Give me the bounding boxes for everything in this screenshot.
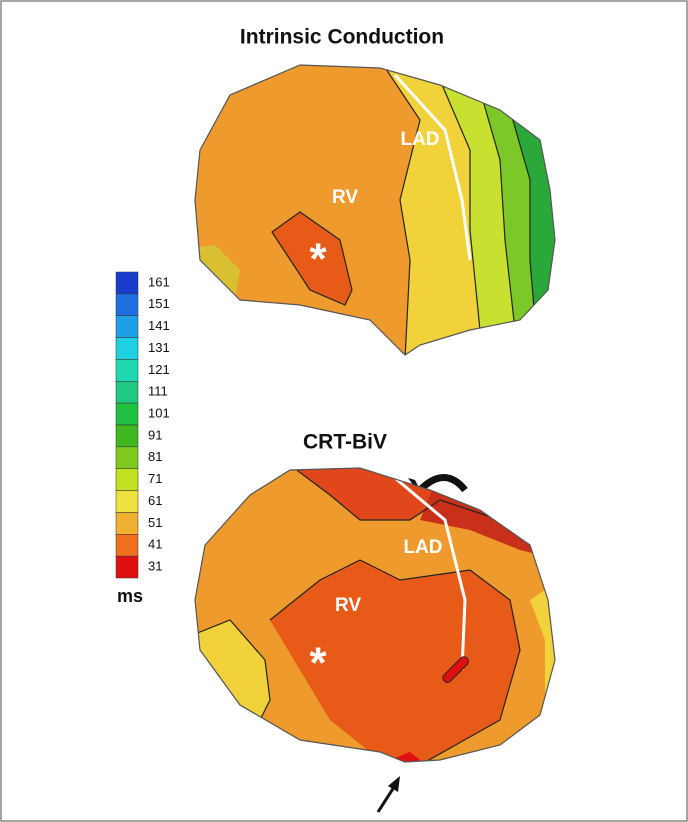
color-swatch	[115, 534, 139, 557]
color-swatch	[115, 337, 139, 360]
color-swatch	[115, 359, 139, 382]
color-swatch	[115, 555, 139, 579]
color-swatch	[115, 490, 139, 513]
colorbar-tick: 61	[148, 493, 162, 508]
colorbar-tick: 161	[148, 274, 170, 289]
colorbar-tick: 121	[148, 362, 170, 377]
color-swatch	[115, 402, 139, 426]
colorbar-tick: 81	[148, 449, 162, 464]
region-label: LAD	[400, 129, 439, 150]
panel-title: CRT-BiV	[303, 431, 387, 454]
colorbar-unit: ms	[117, 586, 143, 606]
region-label: RV	[335, 595, 361, 616]
colorbar-tick: 141	[148, 318, 170, 333]
colorbar-tick: 51	[148, 515, 162, 530]
lead-arrow-head	[388, 776, 400, 792]
color-swatch	[115, 512, 139, 535]
colorbar-tick: 91	[148, 427, 162, 442]
region-label: LAD	[403, 537, 442, 558]
color-swatch	[115, 468, 139, 491]
color-swatch	[115, 315, 139, 338]
colorbar-tick: 111	[148, 384, 168, 399]
color-swatch	[115, 293, 139, 316]
activation-map	[195, 468, 555, 762]
region-label: RV	[332, 187, 358, 208]
color-swatch	[115, 381, 139, 404]
pacing-site: *	[309, 639, 327, 688]
color-swatch	[115, 446, 139, 469]
color-swatch	[115, 424, 139, 448]
color-swatch	[115, 271, 139, 295]
colorbar-tick: 151	[148, 296, 170, 311]
pacing-site: *	[309, 235, 327, 284]
colorbar-tick: 41	[148, 537, 162, 552]
rotation-arrow	[417, 474, 468, 493]
colorbar-tick: 71	[148, 471, 162, 486]
colorbar: 161 151 141 131 121 111 101 91 81 71 61 51 41 31	[115, 271, 170, 579]
colorbar-tick: 31	[148, 559, 162, 574]
colorbar-tick: 101	[148, 406, 170, 421]
panel-title: Intrinsic Conduction	[240, 26, 444, 49]
colorbar-tick: 131	[148, 340, 170, 355]
